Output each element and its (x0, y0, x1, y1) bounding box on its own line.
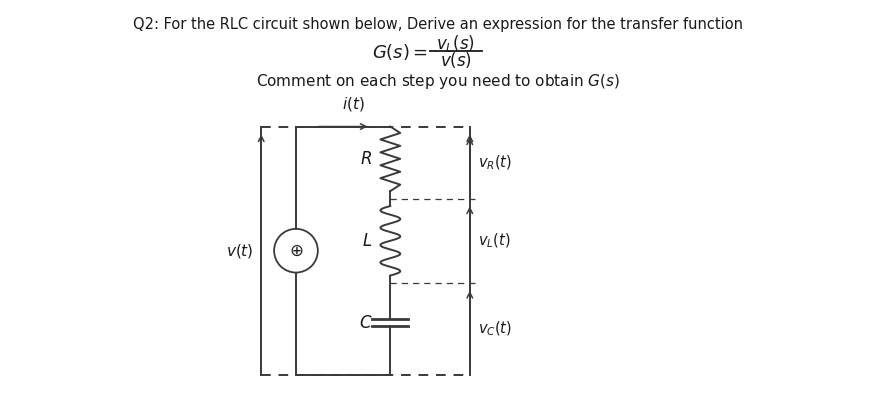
Text: $\mathit{i(t)}$: $\mathit{i(t)}$ (342, 95, 364, 113)
Text: $\mathit{v(s)}$: $\mathit{v(s)}$ (440, 50, 472, 70)
Text: Comment on each step you need to obtain $\mathit{G(s)}$: Comment on each step you need to obtain … (256, 72, 620, 91)
Text: $\oplus$: $\oplus$ (289, 242, 303, 260)
Text: $\mathit{v_L(t)}$: $\mathit{v_L(t)}$ (477, 231, 511, 250)
Text: $\mathit{v(t)}$: $\mathit{v(t)}$ (226, 242, 253, 260)
Text: $\mathit{v_L(s)}$: $\mathit{v_L(s)}$ (436, 32, 476, 53)
Text: $\mathit{L}$: $\mathit{L}$ (362, 232, 372, 250)
Text: $\mathit{G(s)}=$: $\mathit{G(s)}=$ (372, 42, 428, 62)
Text: $\mathit{v_R(t)}$: $\mathit{v_R(t)}$ (477, 153, 512, 172)
Text: $\mathit{C}$: $\mathit{C}$ (359, 314, 372, 332)
Text: $\mathit{R}$: $\mathit{R}$ (360, 150, 372, 168)
Text: $\mathit{v_C(t)}$: $\mathit{v_C(t)}$ (477, 320, 512, 338)
Text: Q2: For the RLC circuit shown below, Derive an expression for the transfer funct: Q2: For the RLC circuit shown below, Der… (133, 17, 743, 32)
